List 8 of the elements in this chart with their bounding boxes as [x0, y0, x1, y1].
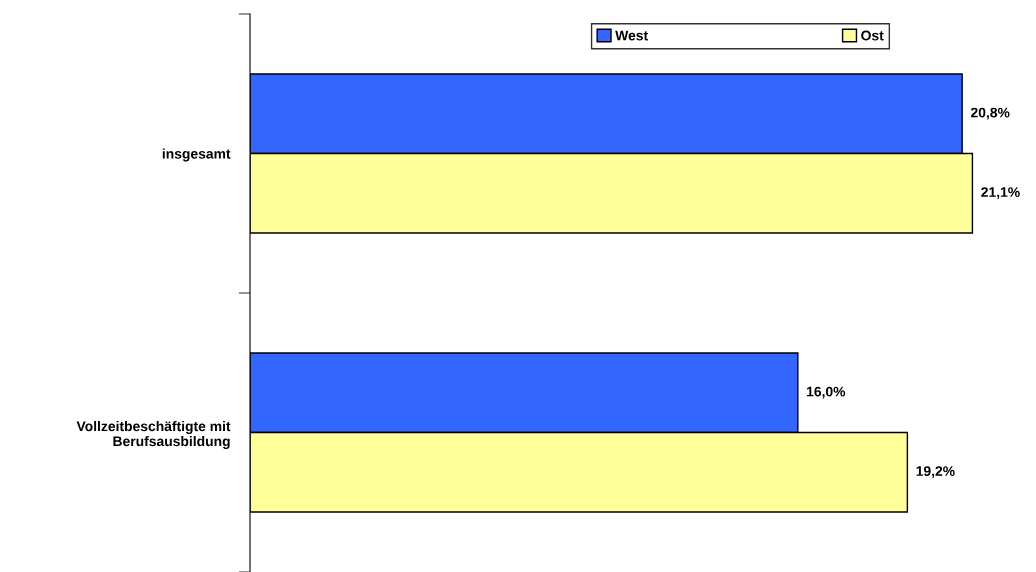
legend-label: Ost	[861, 30, 884, 41]
data-label: 20,8%	[970, 107, 1010, 120]
data-label: 21,1%	[981, 187, 1020, 199]
y-tick-label: insgesamt	[162, 148, 231, 162]
y-tick-label: Vollzeitbeschäftigte mit Berufsausbildung	[76, 420, 231, 449]
data-label: 19,2%	[916, 466, 955, 478]
data-label: 16,0%	[807, 386, 846, 399]
legend-label: West	[615, 30, 648, 41]
